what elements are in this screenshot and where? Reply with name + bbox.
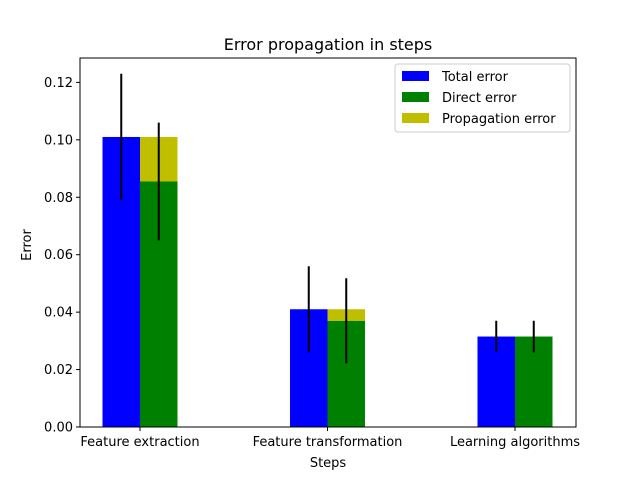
x-tick-label: Learning algorithms bbox=[450, 435, 580, 450]
y-tick-label: 0.06 bbox=[44, 248, 73, 263]
legend-label: Total error bbox=[441, 70, 509, 85]
x-axis-label: Steps bbox=[310, 456, 347, 471]
y-tick-label: 0.02 bbox=[44, 363, 73, 378]
legend-swatch bbox=[402, 92, 429, 102]
chart-title: Error propagation in steps bbox=[224, 35, 433, 54]
plot-area bbox=[79, 57, 577, 428]
legend-swatch bbox=[402, 113, 429, 123]
legend-box bbox=[394, 63, 571, 133]
y-tick-label: 0.10 bbox=[44, 133, 73, 148]
legend-swatch bbox=[402, 71, 429, 81]
x-tick-label: Feature extraction bbox=[80, 435, 199, 450]
legend-label: Propagation error bbox=[442, 112, 556, 127]
legend-label: Direct error bbox=[442, 91, 517, 106]
y-axis-label: Error bbox=[20, 229, 35, 261]
y-tick-label: 0.04 bbox=[44, 306, 73, 321]
y-tick-label: 0.00 bbox=[44, 421, 73, 436]
y-tick-label: 0.12 bbox=[44, 76, 73, 91]
x-tick-label: Feature transformation bbox=[253, 435, 403, 450]
legend: Total error Direct error Propagation error bbox=[394, 63, 571, 133]
y-axis: 0.00 0.02 0.04 0.06 0.08 0.10 0.12 bbox=[44, 76, 80, 436]
y-tick-label: 0.08 bbox=[44, 191, 73, 206]
x-axis: Feature extraction Feature transformation… bbox=[80, 427, 580, 450]
